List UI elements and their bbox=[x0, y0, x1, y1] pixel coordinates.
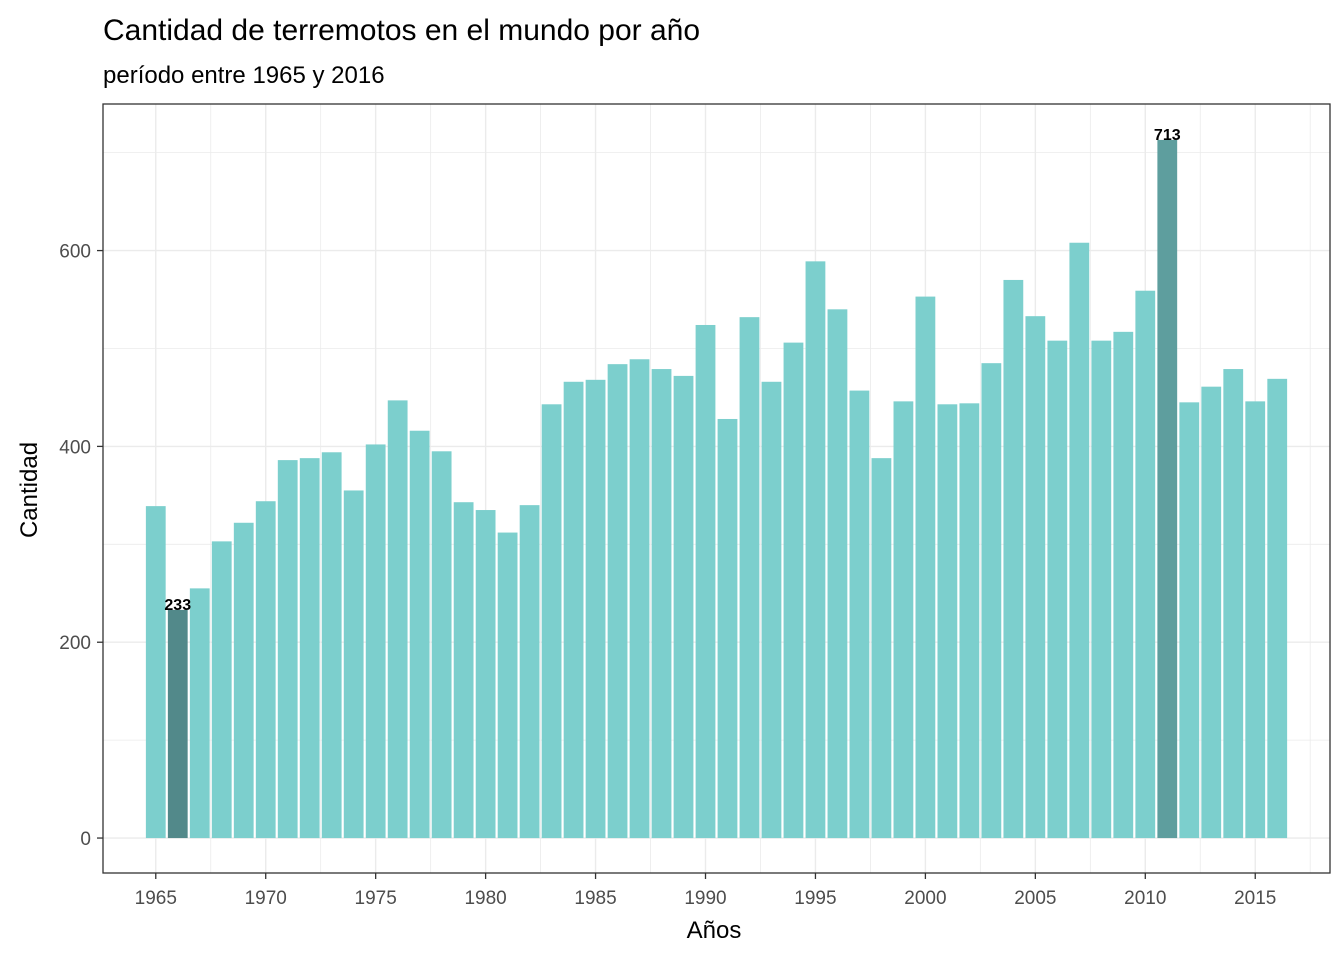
bar-1966 bbox=[167, 609, 188, 839]
x-tick-label: 1980 bbox=[464, 888, 506, 909]
bar-1992 bbox=[739, 317, 760, 839]
x-tick-label: 1970 bbox=[245, 888, 287, 909]
bar-1967 bbox=[189, 588, 210, 839]
bar-2005 bbox=[1025, 316, 1046, 839]
bar-1978 bbox=[431, 451, 452, 839]
x-axis-title: Años bbox=[687, 917, 742, 944]
bar-2011 bbox=[1157, 139, 1178, 839]
y-tick-label: 0 bbox=[80, 829, 91, 850]
chart-subtitle: período entre 1965 y 2016 bbox=[103, 62, 385, 89]
bar-1972 bbox=[299, 458, 320, 839]
bar-1982 bbox=[519, 505, 540, 839]
bar-2009 bbox=[1113, 331, 1134, 839]
bar-2015 bbox=[1245, 401, 1266, 839]
bar-labels: 233 713 bbox=[164, 127, 1180, 614]
x-tick-label: 1995 bbox=[794, 888, 836, 909]
x-tick-label: 2000 bbox=[904, 888, 946, 909]
bar-1980 bbox=[475, 510, 496, 839]
bar-2008 bbox=[1091, 340, 1112, 839]
bar-1989 bbox=[673, 375, 694, 839]
bar-1986 bbox=[607, 364, 628, 839]
bar-2014 bbox=[1223, 369, 1244, 839]
bar-1971 bbox=[277, 460, 298, 839]
bar-2006 bbox=[1047, 340, 1068, 839]
bar-2003 bbox=[981, 363, 1002, 839]
bar-label-2011: 713 bbox=[1154, 127, 1181, 144]
y-axis-title: Cantidad bbox=[16, 442, 43, 538]
bar-1983 bbox=[541, 404, 562, 839]
bar-1973 bbox=[321, 452, 342, 839]
bar-1984 bbox=[563, 381, 584, 839]
bar-1975 bbox=[365, 444, 386, 839]
x-tick-label: 2005 bbox=[1014, 888, 1056, 909]
x-tick-label: 1975 bbox=[355, 888, 397, 909]
bar-1997 bbox=[849, 390, 870, 839]
bar-1977 bbox=[409, 430, 430, 839]
bar-2016 bbox=[1267, 378, 1288, 839]
y-tick-label: 600 bbox=[59, 242, 91, 263]
bar-1993 bbox=[761, 381, 782, 839]
bar-1990 bbox=[695, 324, 716, 839]
y-tick-label: 400 bbox=[59, 437, 91, 458]
bar-1979 bbox=[453, 502, 474, 839]
bar-2010 bbox=[1135, 290, 1156, 839]
x-tick-label: 2010 bbox=[1124, 888, 1166, 909]
bar-1976 bbox=[387, 400, 408, 839]
y-tick-label: 200 bbox=[59, 633, 91, 654]
bar-2002 bbox=[959, 403, 980, 839]
bar-2012 bbox=[1179, 402, 1200, 839]
bar-1995 bbox=[805, 261, 826, 839]
bar-1996 bbox=[827, 309, 848, 839]
x-tick-label: 1985 bbox=[574, 888, 616, 909]
bar-1970 bbox=[255, 501, 276, 839]
bar-1969 bbox=[233, 522, 254, 839]
x-tick-label: 1990 bbox=[684, 888, 726, 909]
x-tick-label: 1965 bbox=[135, 888, 177, 909]
chart-title: Cantidad de terremotos en el mundo por a… bbox=[103, 14, 700, 47]
x-tick-label: 2015 bbox=[1234, 888, 1276, 909]
bar-1974 bbox=[343, 490, 364, 839]
bar-2013 bbox=[1201, 386, 1222, 839]
bar-2007 bbox=[1069, 242, 1090, 839]
bar-2001 bbox=[937, 404, 958, 839]
bar-1998 bbox=[871, 458, 892, 839]
bar-1981 bbox=[497, 532, 518, 839]
bar-1988 bbox=[651, 369, 672, 839]
bar-1991 bbox=[717, 418, 738, 839]
bar-1968 bbox=[211, 541, 232, 839]
bars bbox=[145, 139, 1288, 839]
bar-1965 bbox=[145, 506, 166, 839]
bar-2000 bbox=[915, 296, 936, 839]
bar-1994 bbox=[783, 342, 804, 839]
panel-border bbox=[102, 103, 1331, 874]
y-axis: 0 200 400 600 bbox=[59, 242, 103, 850]
bar-1999 bbox=[893, 401, 914, 839]
x-axis: 1965 1970 1975 1980 1985 1990 1995 2000 2005 2010… bbox=[135, 873, 1276, 909]
bar-1985 bbox=[585, 379, 606, 839]
bar-1987 bbox=[629, 359, 650, 839]
bar-2004 bbox=[1003, 279, 1024, 839]
bar-label-1966: 233 bbox=[164, 597, 191, 614]
